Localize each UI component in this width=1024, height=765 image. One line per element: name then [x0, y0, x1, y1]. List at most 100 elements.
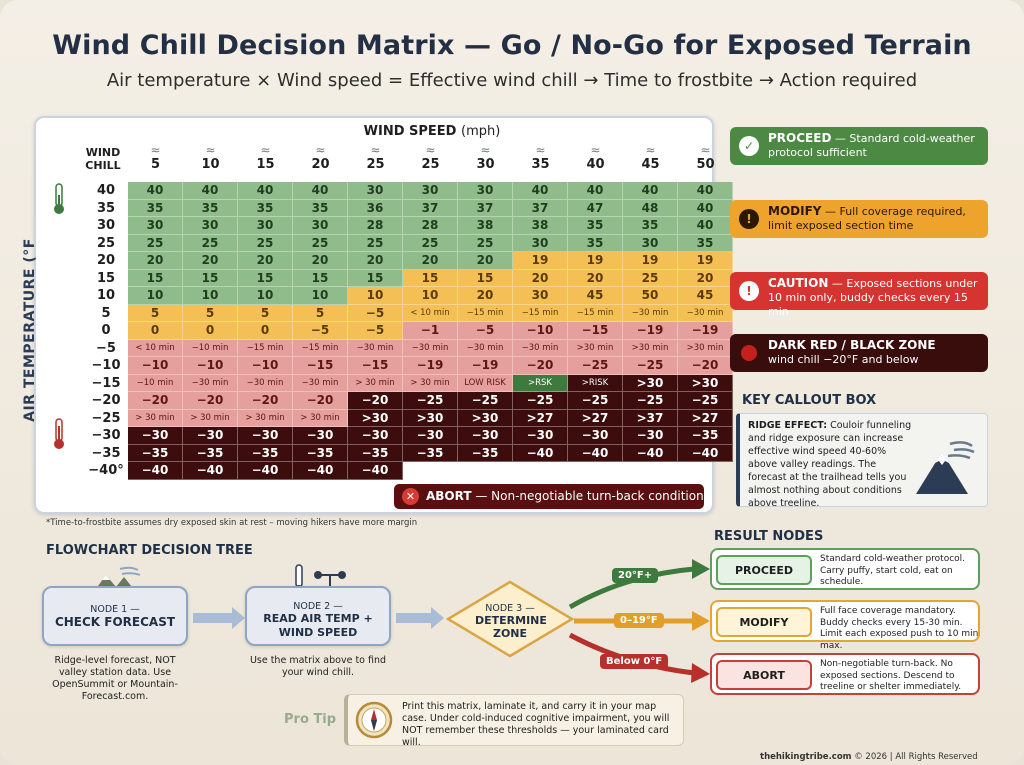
key-callout-body: Couloir funneling and ridge exposure can… [748, 420, 912, 509]
matrix-cell: 19 [623, 252, 678, 270]
matrix-cell: −30 min [458, 339, 513, 357]
matrix-cell: 35 [128, 199, 183, 217]
compass-icon [355, 701, 393, 739]
branch-label-modify: 0–19°F [614, 613, 664, 628]
matrix-cell: 40 [293, 182, 348, 200]
matrix-cell: 10 [403, 287, 458, 305]
matrix-cell: 30 [348, 182, 403, 200]
matrix-cell: 10 [183, 287, 238, 305]
matrix-cell: 15 [458, 269, 513, 287]
matrix-cell: −40 [678, 444, 733, 462]
air-temp-row-label: 30 [96, 218, 116, 233]
thermometer-hot-icon [54, 418, 64, 449]
legend-black-zone: DARK RED / BLACK ZONE wind chill −20°F an… [730, 334, 988, 372]
matrix-cell: 0 [128, 322, 183, 340]
matrix-cell: 5 [128, 304, 183, 322]
matrix-cell: −15 min [293, 339, 348, 357]
node2-title: READ AIR TEMP + WIND SPEED [263, 612, 373, 639]
matrix-cell: 19 [513, 252, 568, 270]
matrix-cell: 10 [348, 287, 403, 305]
node3-title: DETERMINE ZONE [475, 614, 547, 640]
matrix-cell: LOW RISK [458, 374, 513, 392]
matrix-cell: 15 [403, 269, 458, 287]
matrix-cell: −10 min [183, 339, 238, 357]
matrix-cell: −40 [623, 444, 678, 462]
node1-description: Ridge-level forecast, NOT valley station… [52, 655, 178, 702]
matrix-cell: 50 [623, 287, 678, 305]
matrix-cell: 30 [458, 182, 513, 200]
matrix-cell: 20 [128, 252, 183, 270]
matrix-cell: 25 [183, 234, 238, 252]
matrix-cell: 20 [458, 287, 513, 305]
air-temp-row-label: −5 [96, 340, 116, 356]
matrix-cell: 40 [128, 182, 183, 200]
matrix-cell: >30 [458, 409, 513, 427]
wind-speed-col-4: ≈25 [348, 143, 403, 173]
wind-speed-value: 10 [201, 157, 220, 172]
copyright-site: thehikingtribe.com [760, 752, 852, 762]
matrix-cell: 15 [183, 269, 238, 287]
air-temp-row-label: 5 [101, 305, 111, 321]
matrix-cell: 20 [568, 269, 623, 287]
matrix-cell: 5 [293, 304, 348, 322]
matrix-cell: 45 [678, 287, 733, 305]
matrix-cell: −30 [458, 427, 513, 445]
matrix-cell: 25 [623, 269, 678, 287]
wind-icon: ≈ [480, 143, 491, 157]
matrix-cell: 5 [238, 304, 293, 322]
matrix-cell: 37 [403, 199, 458, 217]
matrix-cell: 30 [623, 234, 678, 252]
matrix-cell: 38 [513, 217, 568, 235]
matrix-cell: 25 [128, 234, 183, 252]
matrix-cell: −25 [568, 357, 623, 375]
matrix-cell: >37 [623, 409, 678, 427]
abort-bar-text: ABORT — Non-negotiable turn-back conditi… [426, 484, 704, 509]
matrix-cell: 45 [568, 287, 623, 305]
matrix-cell: −25 [623, 357, 678, 375]
matrix-cell: −25 [458, 392, 513, 410]
matrix-cell: 15 [128, 269, 183, 287]
wind-speed-col-6: ≈30 [458, 143, 513, 173]
matrix-cell: −30 [183, 427, 238, 445]
shield-check-icon: ✓ [739, 136, 759, 156]
matrix-cell: −19 [458, 357, 513, 375]
matrix-cell: 35 [183, 199, 238, 217]
matrix-cell: −20 [183, 392, 238, 410]
matrix-cell: 35 [678, 234, 733, 252]
air-temp-row-label: 10 [96, 288, 116, 303]
matrix-cell: 15 [348, 269, 403, 287]
wind-speed-col-5: ≈25 [403, 143, 458, 173]
key-callout-text: RIDGE EFFECT: Couloir funneling and ridg… [748, 419, 913, 510]
wind-icon: ≈ [425, 143, 436, 157]
close-icon: ✕ [402, 488, 419, 505]
matrix-cell: >30 min [678, 339, 733, 357]
matrix-cell: −30 min [238, 374, 293, 392]
wind-speed-heading: WIND SPEED (mph) [34, 124, 830, 139]
air-temp-row-label: −25 [91, 410, 121, 426]
branch-label-abort: Below 0°F [600, 654, 669, 669]
matrix-cell: 35 [568, 217, 623, 235]
matrix-cell: 40 [568, 182, 623, 200]
matrix-cell: 38 [458, 217, 513, 235]
matrix-cell: −25 [403, 392, 458, 410]
matrix-cell: −30 min [183, 374, 238, 392]
matrix-cell: −30 [568, 427, 623, 445]
matrix-cell: >30 [623, 374, 678, 392]
wind-speed-value: 30 [476, 157, 495, 172]
matrix-cell: >RSK [513, 374, 568, 392]
matrix-cell: >27 [568, 409, 623, 427]
matrix-cell: −30 [348, 427, 403, 445]
node1-title: CHECK FORECAST [54, 615, 176, 629]
matrix-cell: 37 [458, 199, 513, 217]
legend-proceed-text: — Standard cold-weather protocol suffici… [768, 132, 975, 159]
matrix-cell: 25 [238, 234, 293, 252]
diamond-shape [446, 580, 574, 658]
matrix-cell: −10 min [128, 374, 183, 392]
key-callout-lead: RIDGE EFFECT: [748, 420, 828, 431]
matrix-cell: 30 [403, 182, 458, 200]
matrix-cell: −20 [348, 392, 403, 410]
pro-tip-label: Pro Tip [284, 712, 337, 727]
matrix-cell: −15 [293, 357, 348, 375]
footnote: *Time-to-frostbite assumes dry exposed s… [46, 518, 418, 528]
